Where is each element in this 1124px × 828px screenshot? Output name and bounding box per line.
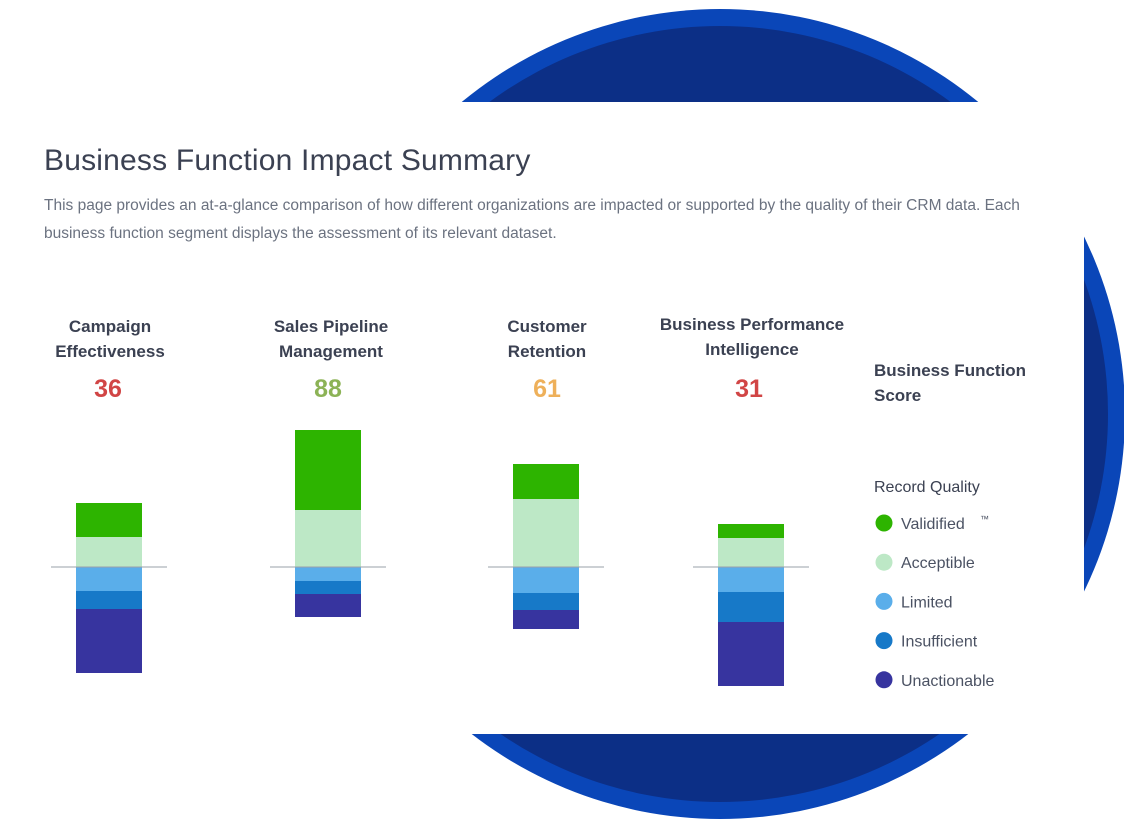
function-title-line2: Effectiveness — [55, 342, 165, 361]
bar-segment-limited — [718, 567, 784, 592]
function-title-line1: Customer — [507, 317, 587, 336]
bars-layer: Campaign Effectiveness 36 Sales Pipeline Man… — [51, 315, 844, 686]
legend-item-acceptible: Acceptible — [875, 553, 975, 572]
legend: Business Function Score Record Quality V… — [874, 361, 1026, 690]
trademark-mark: ™ — [980, 514, 989, 524]
legend-subtitle: Record Quality — [874, 479, 980, 496]
legend-item-insufficient: Insufficient — [875, 632, 978, 651]
function-title-line1: Business Performance — [660, 315, 844, 334]
function-title-line2: Retention — [508, 342, 586, 361]
bar-segment-validified — [76, 503, 142, 537]
legend-swatch — [875, 553, 893, 571]
legend-label: Unactionable — [901, 673, 995, 690]
bar-segment-acceptible — [295, 510, 361, 567]
impact-chart: Campaign Effectiveness 36 Sales Pipeline Man… — [51, 315, 1026, 690]
bar-segment-validified — [295, 430, 361, 510]
legend-label: Acceptible — [901, 555, 975, 572]
function-score: 31 — [735, 375, 763, 403]
function-group: Sales Pipeline Management 88 — [270, 317, 388, 617]
bar-segment-insufficient — [718, 592, 784, 622]
legend-swatch — [875, 632, 893, 650]
function-score: 61 — [533, 375, 561, 403]
bar-segment-insufficient — [513, 593, 579, 610]
bar-segment-limited — [76, 567, 142, 591]
bar-segment-validified — [718, 524, 784, 538]
page-description: This page provides an at-a-glance compar… — [44, 197, 1020, 242]
legend-title-line2: Score — [874, 386, 921, 405]
legend-item-unactionable: Unactionable — [875, 671, 995, 690]
legend-item-limited: Limited — [875, 592, 953, 611]
page-title: Business Function Impact Summary — [44, 144, 531, 177]
legend-label: Validified — [901, 516, 965, 533]
legend-items: Validified ™ Acceptible Limited Insufficient… — [875, 514, 995, 690]
bar-segment-unactionable — [295, 594, 361, 617]
function-title-line1: Sales Pipeline — [274, 317, 388, 336]
bar-segment-insufficient — [295, 581, 361, 594]
bar-segment-acceptible — [513, 499, 579, 567]
bar-segment-unactionable — [513, 610, 579, 629]
legend-swatch — [875, 671, 893, 689]
function-score: 88 — [314, 375, 342, 403]
bar-segment-acceptible — [718, 538, 784, 567]
bar-segment-acceptible — [76, 537, 142, 567]
function-title-line2: Management — [279, 342, 383, 361]
bar-segment-limited — [513, 567, 579, 593]
function-group: Campaign Effectiveness 36 — [51, 317, 167, 673]
bar-segment-unactionable — [76, 609, 142, 673]
function-group: Customer Retention 61 — [488, 317, 604, 629]
bar-segment-validified — [513, 464, 579, 499]
bar-segment-insufficient — [76, 591, 142, 609]
legend-item-validified: Validified ™ — [875, 514, 989, 533]
function-group: Business Performance Intelligence 31 — [660, 315, 844, 686]
function-title-line2: Intelligence — [705, 340, 799, 359]
summary-card: Business Function Impact Summary This pa… — [0, 102, 1084, 734]
function-score: 36 — [94, 375, 122, 403]
legend-label: Insufficient — [901, 634, 978, 651]
legend-swatch — [875, 514, 893, 532]
legend-label: Limited — [901, 594, 953, 611]
function-title-line1: Campaign — [69, 317, 151, 336]
legend-title-line1: Business Function — [874, 361, 1026, 380]
legend-swatch — [875, 592, 893, 610]
bar-segment-limited — [295, 567, 361, 581]
bar-segment-unactionable — [718, 622, 784, 686]
